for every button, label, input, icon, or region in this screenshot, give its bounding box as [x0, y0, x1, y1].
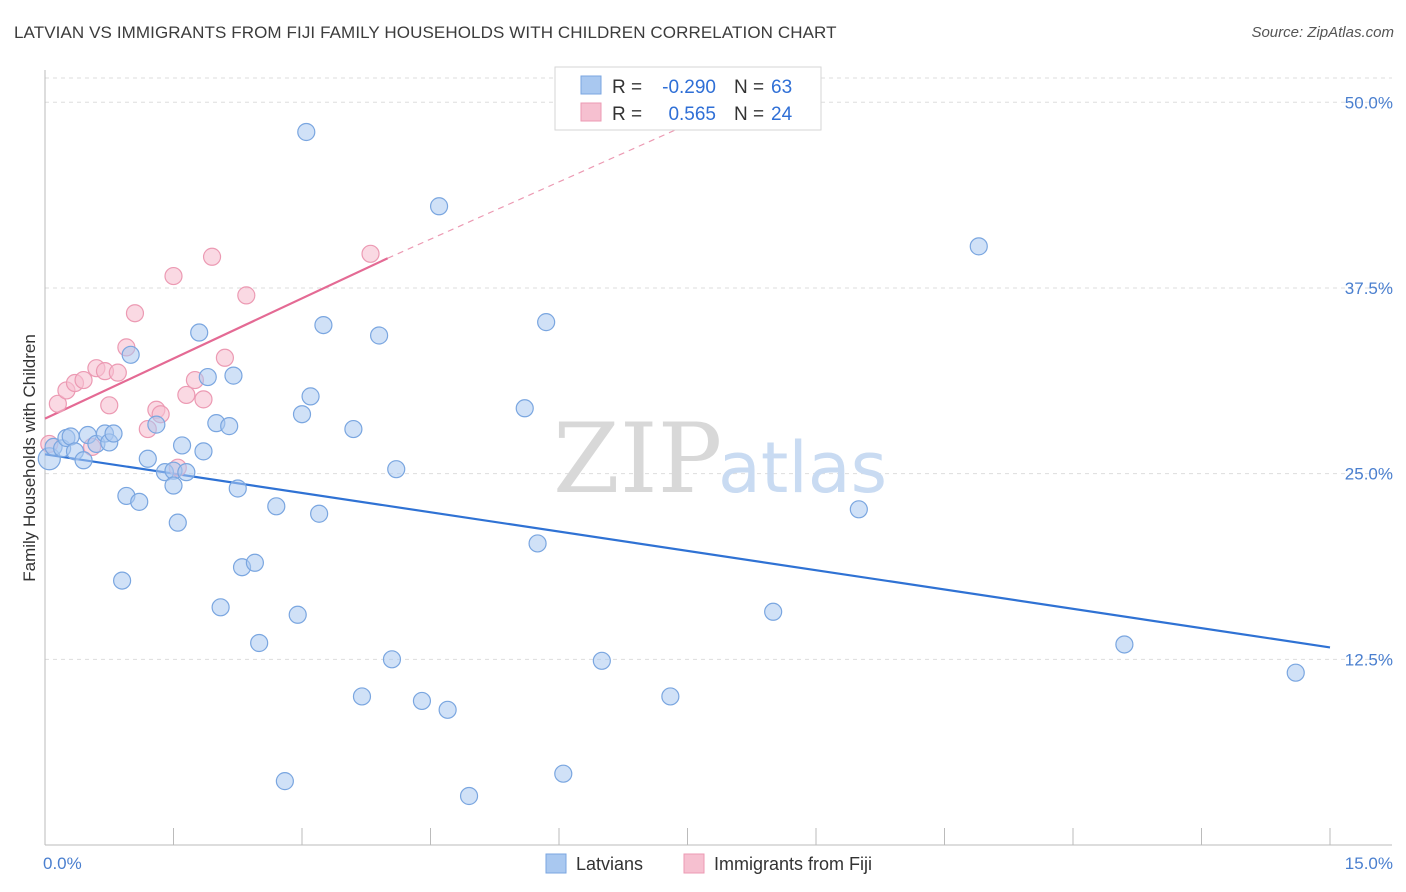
series-latvians-points — [37, 122, 1305, 806]
data-point-latvians — [168, 513, 187, 532]
y-tick-label: 25.0% — [1345, 465, 1393, 484]
data-point-latvians — [194, 442, 213, 461]
y-axis-label: Family Households with Children — [20, 334, 39, 582]
data-point-latvians — [661, 687, 680, 706]
data-point-latvians — [515, 399, 534, 418]
data-point-fiji — [215, 348, 234, 367]
data-point-latvians — [387, 460, 406, 479]
bottom-legend-swatch-fiji — [683, 853, 705, 874]
legend-n-label-2: N = — [734, 104, 764, 125]
legend-r-value-2: 0.565 — [668, 104, 716, 125]
legend-r-label-2: R = — [612, 104, 642, 125]
data-point-latvians — [370, 326, 389, 345]
data-point-latvians — [245, 553, 264, 572]
data-point-latvians — [297, 122, 316, 142]
legend-n-label-1: N = — [734, 77, 764, 98]
x-axis-ticks — [173, 828, 1331, 845]
data-point-latvians — [301, 387, 320, 406]
data-point-latvians — [74, 451, 93, 470]
data-point-latvians — [382, 650, 402, 669]
data-point-latvians — [764, 602, 783, 621]
trend-lines — [44, 124, 1331, 649]
data-point-latvians — [138, 449, 157, 468]
legend-r-value-1: -0.290 — [662, 77, 716, 98]
data-point-latvians — [228, 479, 247, 498]
data-point-latvians — [554, 764, 573, 783]
trend-line-fiji-extension — [387, 124, 688, 259]
data-point-latvians — [314, 315, 333, 335]
data-point-fiji — [164, 266, 183, 286]
data-point-latvians — [147, 415, 166, 434]
legend-swatch-latvians — [580, 75, 602, 95]
legend-n-value-1: 63 — [771, 77, 792, 98]
data-point-latvians — [537, 313, 556, 332]
watermark: ZIP atlas — [553, 403, 887, 515]
data-point-latvians — [438, 700, 457, 719]
legend-swatch-fiji — [580, 102, 602, 122]
x-tick-label-min: 0.0% — [43, 854, 82, 873]
data-point-fiji — [100, 396, 119, 415]
y-tick-label: 37.5% — [1345, 279, 1393, 298]
data-point-fiji — [125, 304, 145, 323]
data-point-latvians — [224, 366, 243, 385]
data-point-latvians — [275, 772, 294, 791]
data-point-latvians — [172, 436, 192, 455]
data-point-latvians — [112, 571, 132, 590]
stats-legend: R = -0.290 N = 63 R = 0.565 N = 24 — [554, 66, 822, 131]
chart-title: LATVIAN VS IMMIGRANTS FROM FIJI FAMILY H… — [14, 23, 837, 42]
data-point-latvians — [267, 497, 286, 516]
data-point-latvians — [190, 323, 209, 342]
data-point-latvians — [198, 367, 217, 387]
y-tick-label: 12.5% — [1345, 650, 1393, 669]
data-point-fiji — [202, 247, 222, 266]
data-point-latvians — [130, 492, 149, 511]
data-point-latvians — [288, 605, 307, 624]
data-point-latvians — [211, 598, 230, 617]
data-point-latvians — [344, 419, 363, 439]
data-point-fiji — [108, 363, 127, 382]
y-tick-label: 50.0% — [1345, 93, 1393, 112]
legend-n-value-2: 24 — [771, 104, 793, 125]
source-label: Source: ZipAtlas.com — [1251, 24, 1394, 41]
series-legend: Latvians Immigrants from Fiji — [545, 853, 872, 874]
bottom-legend-fiji: Immigrants from Fiji — [714, 854, 872, 874]
data-point-fiji — [74, 370, 93, 390]
legend-r-label-1: R = — [612, 77, 642, 98]
trend-line-latvians — [44, 453, 1331, 649]
data-point-latvians — [1286, 663, 1305, 682]
data-point-latvians — [250, 633, 269, 653]
data-point-latvians — [121, 345, 140, 364]
data-point-latvians — [352, 687, 372, 706]
data-point-latvians — [104, 424, 123, 443]
data-point-latvians — [412, 691, 432, 711]
y-axis-tick-labels: 50.0% 37.5% 25.0% 12.5% — [1345, 93, 1393, 669]
data-point-latvians — [969, 237, 988, 256]
data-point-latvians — [459, 786, 479, 806]
data-point-latvians — [849, 500, 868, 519]
data-point-latvians — [292, 405, 312, 424]
data-point-fiji — [177, 385, 196, 405]
bottom-legend-latvians: Latvians — [576, 854, 643, 874]
data-point-fiji — [361, 244, 380, 263]
trend-line-fiji — [44, 257, 389, 420]
x-tick-label-max: 15.0% — [1345, 854, 1393, 873]
data-point-fiji — [48, 394, 67, 413]
data-point-latvians — [220, 417, 239, 436]
data-point-latvians — [592, 651, 611, 670]
data-point-fiji — [194, 390, 213, 409]
data-point-latvians — [164, 476, 183, 495]
watermark-zip: ZIP — [553, 403, 722, 515]
watermark-atlas: atlas — [718, 427, 887, 509]
data-point-fiji — [237, 286, 256, 305]
bottom-legend-swatch-latvians — [545, 853, 567, 874]
data-point-latvians — [177, 463, 196, 482]
data-point-latvians — [1115, 635, 1134, 654]
data-point-latvians — [528, 534, 547, 553]
data-point-latvians — [310, 504, 329, 523]
data-point-latvians — [429, 197, 449, 216]
